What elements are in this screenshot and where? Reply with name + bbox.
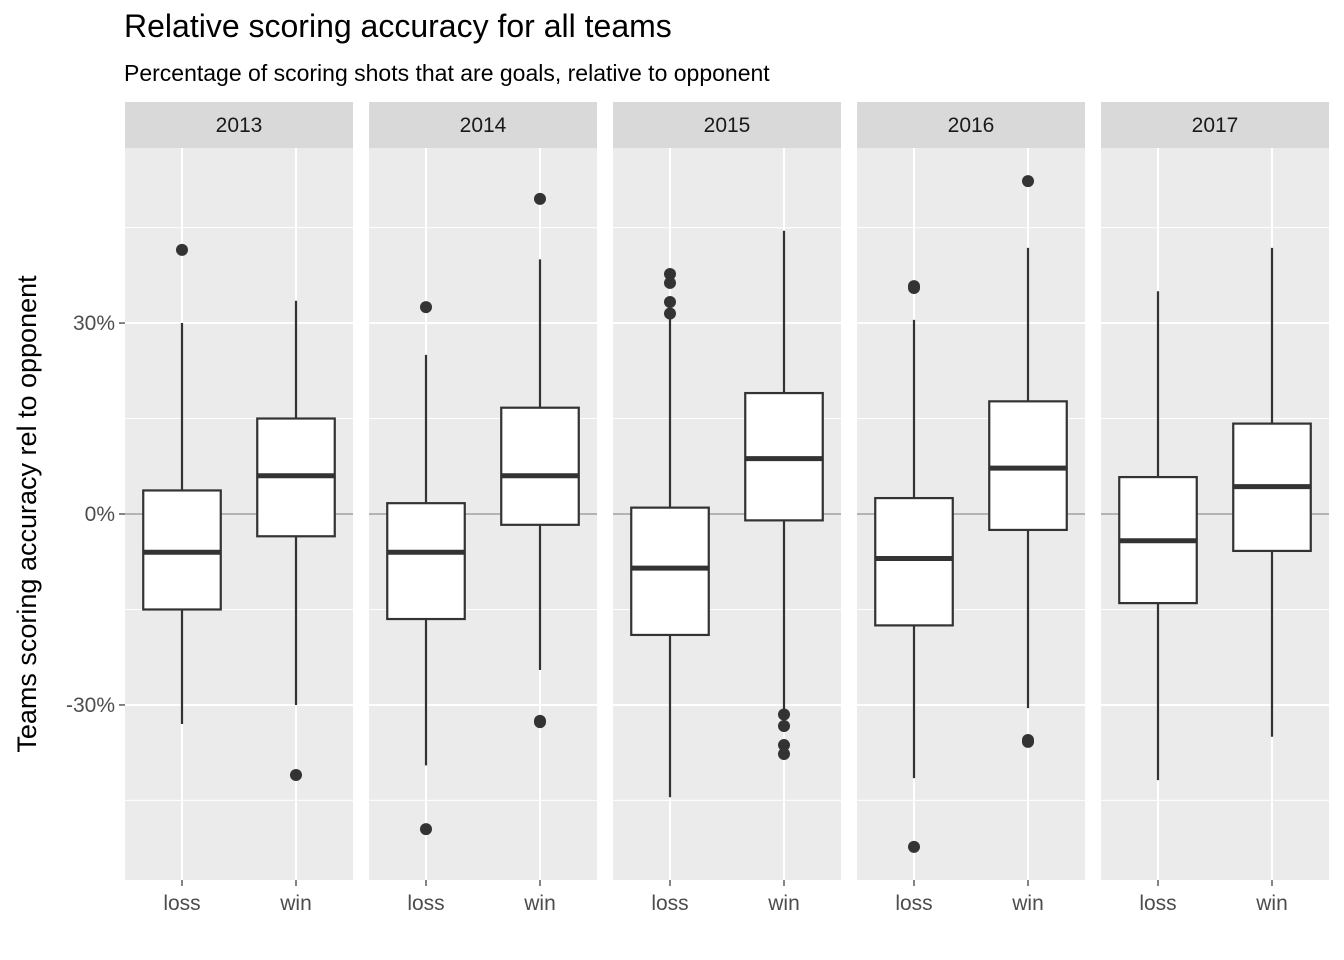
y-tick-label: -30% [66,694,115,717]
y-axis-label: Teams scoring accuracy rel to opponent [12,275,42,753]
x-tick-label: win [1011,892,1044,915]
outlier-point [1022,735,1034,748]
outlier-point [664,276,676,289]
outlier-point [778,739,790,752]
facet-panel-2015: 2015 loss win [613,102,841,915]
boxplot-loss [142,243,222,725]
outlier-point [420,823,432,836]
outlier-point [778,708,790,721]
outlier-point [664,296,676,309]
iqr-box [386,502,466,621]
facet-panels: 2013 loss win 2014 loss win 2015 loss win 2016 los… [125,102,1329,915]
outlier-point [534,716,546,729]
outlier-point [664,268,676,281]
outlier-point [290,768,302,781]
facet-strip [369,102,597,148]
outlier-point [1022,175,1034,188]
boxplot-loss [874,280,954,853]
boxplot-win [1232,247,1312,737]
iqr-box [630,506,710,637]
facet-strip [857,102,1085,148]
facet-strip [1101,102,1329,148]
facet-panel-2016: 2016 loss win [857,102,1085,915]
iqr-box [988,400,1068,532]
boxplot-win [988,175,1068,748]
facet-strip [125,102,353,148]
x-tick-label: loss [895,892,932,915]
outlier-point [176,243,188,256]
y-axis: -30% 0% 30% [66,312,125,717]
x-tick-label: loss [163,892,200,915]
outlier-point [908,840,920,853]
boxplot-win [256,300,336,781]
chart-subtitle: Percentage of scoring shots that are goa… [124,60,770,86]
chart-title: Relative scoring accuracy for all teams [124,8,672,44]
x-tick-label: loss [407,892,444,915]
outlier-point [534,192,546,205]
y-tick-label: 0% [85,503,115,526]
facet-strip-label: 2017 [1192,114,1239,137]
iqr-box [500,406,580,526]
outlier-point [664,307,676,320]
x-tick-label: loss [651,892,688,915]
x-tick-label: win [523,892,556,915]
boxplot-loss [630,268,710,798]
x-tick-label: win [279,892,312,915]
facet-strip-label: 2016 [948,114,995,137]
facet-panel-2014: 2014 loss win [369,102,597,915]
x-tick-label: loss [1139,892,1176,915]
outlier-point [778,747,790,760]
facet-strip [613,102,841,148]
facet-panel-2013: 2013 loss win [125,102,353,915]
facet-strip-label: 2013 [216,114,263,137]
x-tick-label: win [1255,892,1288,915]
boxplot-loss [386,301,466,836]
facet-panel-2017: 2017 loss win [1101,102,1329,915]
boxplot-win [744,230,824,760]
facet-strip-label: 2014 [460,114,507,137]
outlier-point [420,301,432,314]
outlier-point [908,280,920,293]
outlier-point [778,719,790,732]
facet-strip-label: 2015 [704,114,751,137]
boxplot-win [500,192,580,729]
y-tick-label: 30% [73,312,115,335]
iqr-box [874,496,954,627]
boxplot-loss [1118,291,1198,781]
x-tick-label: win [767,892,800,915]
